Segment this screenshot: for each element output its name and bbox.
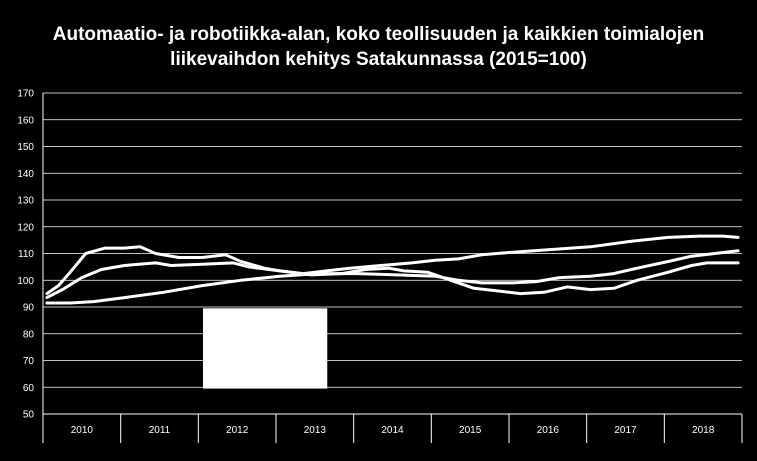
y-tick-label-60: 60 xyxy=(23,383,35,394)
x-tick-label-2018: 2018 xyxy=(692,425,715,436)
series-line-2 xyxy=(45,261,740,300)
y-tick-label-90: 90 xyxy=(23,303,35,314)
y-tick-label-110: 110 xyxy=(18,249,34,260)
x-tick-label-2014: 2014 xyxy=(381,425,404,436)
axes xyxy=(42,93,743,443)
x-tick-label-2016: 2016 xyxy=(537,425,560,436)
tick-labels: 50 60 70 80 90 100 110 120 130 140 150 160 170 2010 20… xyxy=(17,89,714,437)
chart-title-line-1: Automaatio- ja robotiikka-alan, koko teo… xyxy=(52,24,705,45)
x-tick-label-2013: 2013 xyxy=(304,425,327,436)
y-tick-label-140: 140 xyxy=(17,169,34,180)
y-tick-label-50: 50 xyxy=(23,410,35,421)
x-tick-label-2012: 2012 xyxy=(226,425,249,436)
x-tick-label-2015: 2015 xyxy=(459,425,482,436)
y-tick-label-130: 130 xyxy=(17,196,34,207)
y-tick-label-160: 160 xyxy=(17,115,34,126)
series-line-1 xyxy=(45,234,740,296)
series-line-3 xyxy=(45,249,740,305)
y-tick-label-170: 170 xyxy=(17,89,34,100)
y-tick-label-70: 70 xyxy=(23,356,35,367)
chart-title: Automaatio- ja robotiikka-alan, koko teo… xyxy=(0,22,757,72)
overlay-layer xyxy=(202,308,328,389)
y-tick-label-80: 80 xyxy=(23,329,35,340)
x-tick-label-2011: 2011 xyxy=(149,425,171,436)
y-tick-label-150: 150 xyxy=(17,142,34,153)
x-tick-label-2010: 2010 xyxy=(71,425,94,436)
data-series xyxy=(45,234,740,305)
x-tick-label-2017: 2017 xyxy=(614,425,637,436)
overlay-box xyxy=(202,308,328,389)
chart-title-line-2: liikevaihdon kehitys Satakunnassa (2015=… xyxy=(170,49,587,70)
grid-lines xyxy=(43,92,742,388)
y-tick-label-120: 120 xyxy=(17,222,34,233)
y-tick-label-100: 100 xyxy=(17,276,34,287)
